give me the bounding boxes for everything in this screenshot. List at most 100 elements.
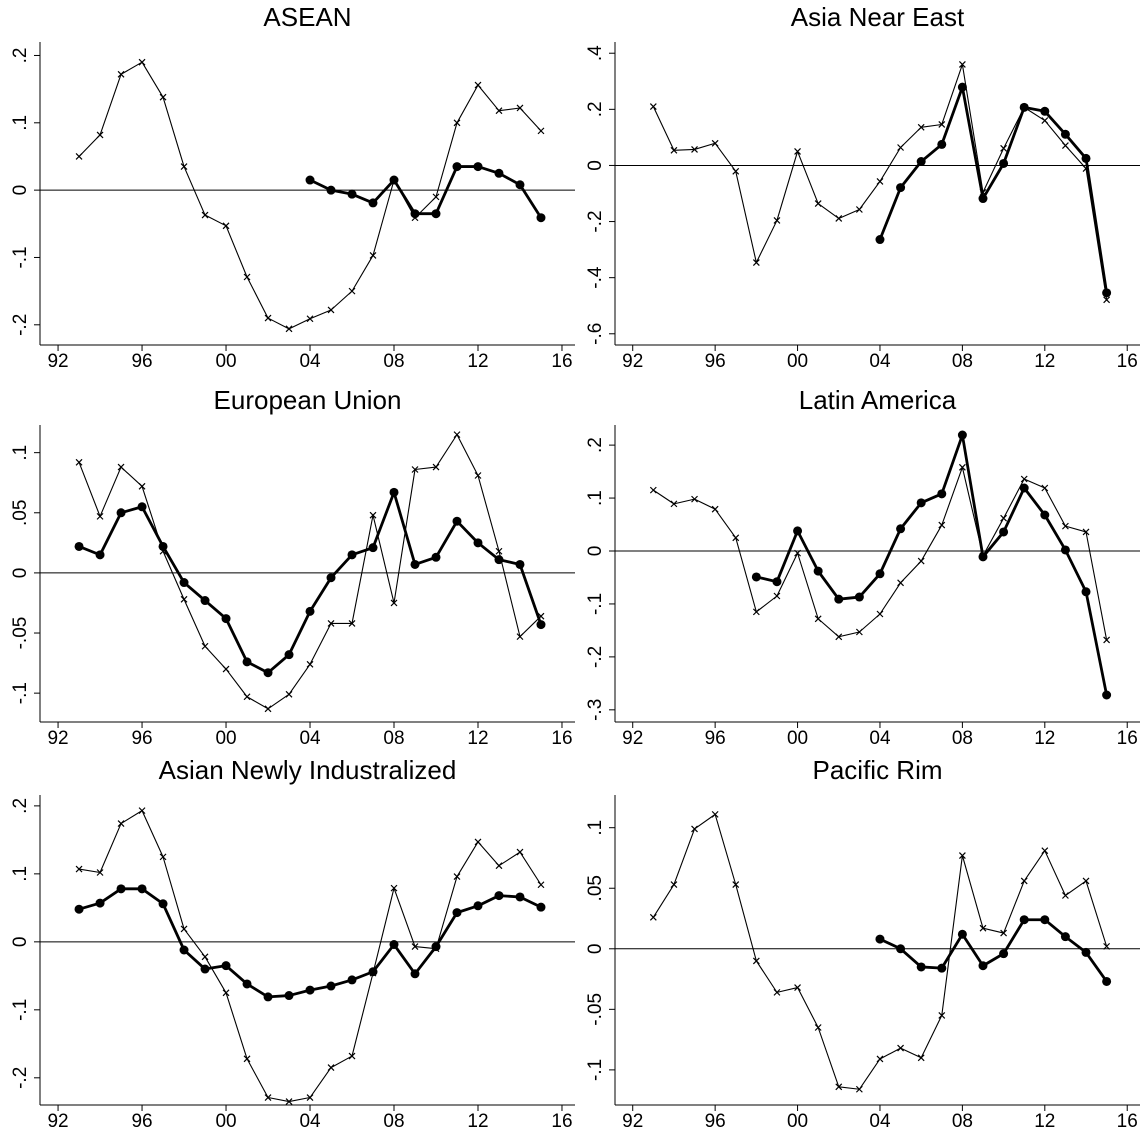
marker-dot: [875, 934, 885, 944]
marker-x: [222, 222, 230, 230]
marker-x: [794, 984, 801, 991]
x-tick-label: 92: [47, 351, 68, 372]
chart-title: ASEAN: [263, 2, 351, 32]
marker-x: [138, 58, 146, 66]
series-line: [309, 165, 543, 219]
marker-dot: [116, 884, 126, 894]
marker-x: [117, 463, 125, 471]
marker-dot: [326, 573, 336, 583]
marker-x: [938, 1011, 946, 1019]
chart-title: Asia Near East: [791, 2, 965, 32]
x-tick-label: 12: [467, 351, 488, 372]
marker-dot: [410, 559, 420, 569]
marker-x: [794, 147, 801, 155]
marker-x: [958, 463, 966, 471]
marker-x: [855, 206, 863, 213]
marker-x: [432, 463, 440, 471]
marker-dot: [957, 82, 967, 92]
marker-x: [117, 70, 125, 78]
x-tick-label: 08: [383, 351, 404, 372]
marker-x: [773, 988, 781, 996]
marker-x: [897, 579, 905, 587]
y-tick-label: .2: [10, 48, 31, 64]
marker-dot: [1019, 483, 1029, 493]
marker-x: [649, 486, 657, 494]
y-tick-label: .1: [10, 115, 31, 131]
marker-dot: [158, 541, 168, 551]
x-tick-label: 92: [622, 728, 643, 749]
marker-dot: [326, 981, 336, 991]
marker-x: [1103, 942, 1111, 950]
marker-x: [201, 953, 209, 961]
marker-x: [453, 873, 461, 881]
marker-x: [516, 633, 524, 641]
marker-dot: [536, 213, 546, 223]
marker-dot: [999, 527, 1009, 537]
x-tick-label: 04: [299, 351, 321, 372]
marker-x: [369, 252, 377, 259]
marker-dot: [772, 577, 782, 587]
marker-dot: [793, 526, 803, 536]
marker-x: [649, 913, 657, 921]
marker-x: [306, 1094, 314, 1101]
marker-dot: [431, 942, 441, 952]
y-tick-label: -.1: [10, 999, 31, 1021]
marker-x: [96, 869, 104, 876]
series-line: [78, 61, 542, 330]
marker-dot: [305, 606, 315, 616]
marker-x: [306, 660, 314, 668]
marker-x: [75, 865, 83, 873]
y-tick-label: .05: [10, 500, 31, 526]
y-tick-label: .1: [585, 490, 606, 506]
marker-x: [516, 848, 524, 856]
x-tick-label: 96: [705, 1111, 726, 1132]
y-tick-label: -.1: [585, 593, 606, 615]
marker-x: [897, 1044, 905, 1052]
marker-x: [390, 884, 398, 892]
marker-x: [670, 146, 678, 154]
x-tick-label: 00: [787, 728, 808, 749]
marker-x: [138, 807, 146, 815]
marker-x: [1000, 144, 1008, 152]
marker-dot: [284, 991, 294, 1001]
marker-dot: [263, 668, 273, 678]
marker-dot: [937, 139, 947, 149]
marker-x: [732, 881, 740, 889]
marker-x: [1041, 117, 1049, 124]
y-tick-label: -.1: [585, 1059, 606, 1081]
marker-dot: [389, 487, 399, 497]
marker-dot: [494, 168, 504, 178]
marker-dot: [137, 884, 147, 894]
marker-dot: [95, 550, 105, 560]
marker-x: [138, 482, 146, 490]
marker-x: [243, 1055, 251, 1063]
marker-dot: [221, 961, 231, 971]
marker-dot: [74, 541, 84, 551]
x-tick-label: 96: [131, 1111, 152, 1132]
marker-dot: [137, 502, 147, 512]
marker-dot: [95, 898, 105, 908]
marker-x: [1000, 929, 1008, 937]
marker-x: [649, 103, 657, 110]
marker-x: [306, 315, 314, 323]
marker-dot: [347, 975, 357, 985]
marker-dot: [937, 489, 947, 499]
marker-dot: [179, 945, 189, 955]
marker-dot: [1019, 102, 1029, 112]
marker-x: [732, 534, 740, 542]
y-tick-label: -.1: [10, 246, 31, 268]
marker-x: [958, 61, 966, 68]
chart-title: Latin America: [799, 385, 957, 415]
marker-x: [979, 924, 987, 932]
x-tick-label: 00: [787, 351, 808, 372]
marker-dot: [326, 185, 336, 195]
marker-dot: [305, 985, 315, 995]
marker-x: [159, 853, 167, 861]
marker-x: [814, 200, 822, 208]
marker-dot: [1081, 587, 1091, 597]
marker-x: [691, 495, 698, 503]
marker-dot: [473, 901, 483, 911]
marker-dot: [494, 891, 504, 901]
y-tick-label: 0: [585, 160, 606, 171]
marker-dot: [1019, 915, 1029, 925]
